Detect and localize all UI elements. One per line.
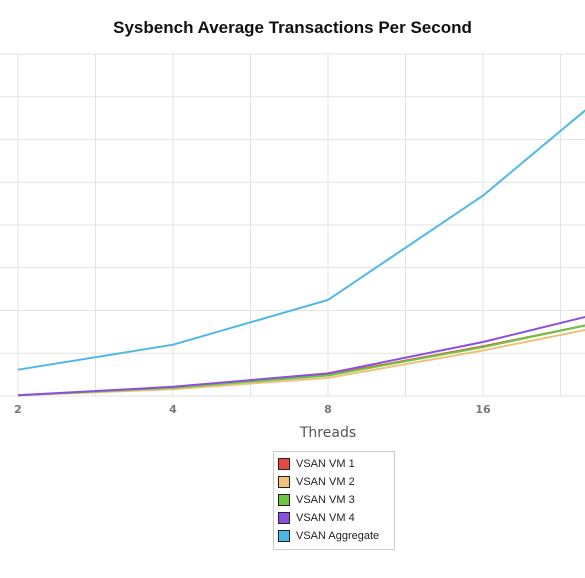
legend-swatch	[278, 458, 290, 470]
legend-item[interactable]: VSAN VM 4	[278, 509, 388, 527]
legend-item[interactable]: VSAN VM 1	[278, 455, 388, 473]
legend-label: VSAN VM 2	[296, 476, 355, 488]
series-line-vsan-vm-2	[17, 329, 585, 397]
series-line-vsan-aggregate	[17, 109, 585, 371]
legend-item[interactable]: VSAN Aggregate	[278, 527, 388, 545]
series-lines	[17, 109, 585, 397]
legend-label: VSAN VM 4	[296, 512, 355, 524]
legend-label: VSAN Aggregate	[296, 530, 380, 542]
grid	[0, 53, 585, 397]
legend: VSAN VM 1 VSAN VM 2 VSAN VM 3 VSAN VM 4 VSAN…	[273, 451, 395, 550]
legend-label: VSAN VM 1	[296, 458, 355, 470]
legend-swatch	[278, 494, 290, 506]
line-chart: 2 4 8 16 Threads	[0, 53, 585, 441]
series-line-vsan-vm-4	[17, 315, 585, 397]
legend-item[interactable]: VSAN VM 3	[278, 491, 388, 509]
x-axis-label: Threads	[299, 425, 356, 441]
x-tick-label: 8	[324, 403, 332, 416]
x-tick-label: 4	[169, 403, 177, 416]
chart-title: Sysbench Average Transactions Per Second	[113, 18, 472, 37]
legend-swatch	[278, 512, 290, 524]
legend-item[interactable]: VSAN VM 2	[278, 473, 388, 491]
x-axis-ticks: 2 4 8 16	[14, 403, 491, 416]
x-tick-label: 16	[475, 403, 491, 416]
legend-label: VSAN VM 3	[296, 494, 355, 506]
legend-swatch	[278, 476, 290, 488]
legend-swatch	[278, 530, 290, 542]
series-line-vsan-vm-1	[17, 324, 585, 397]
x-tick-label: 2	[14, 403, 22, 416]
series-line-vsan-vm-3	[17, 324, 585, 397]
